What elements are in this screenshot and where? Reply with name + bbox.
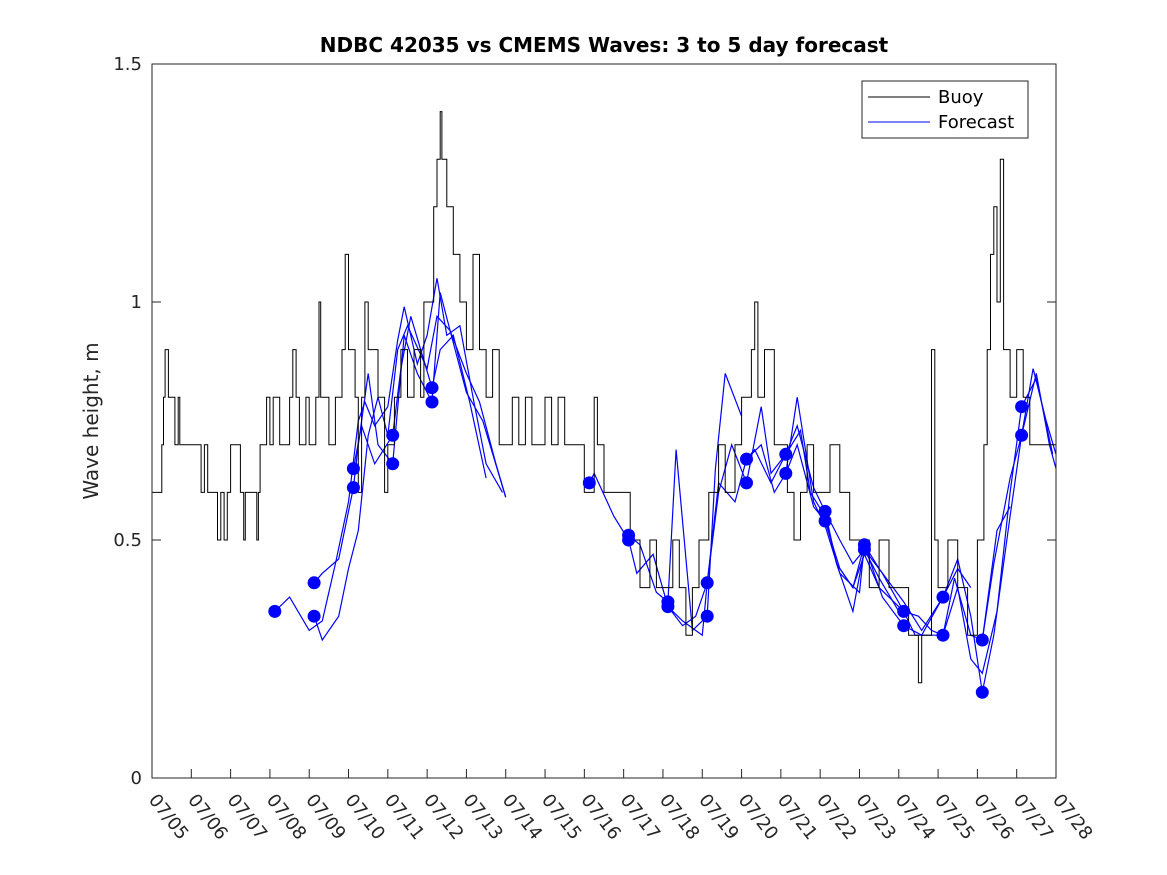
forecast-start-marker <box>857 543 871 556</box>
forecast-start-marker <box>346 481 360 495</box>
forecast-start-marker <box>268 604 282 618</box>
forecast-line <box>824 376 1054 675</box>
forecast-start-marker <box>582 476 596 490</box>
legend: Buoy Forecast <box>861 80 1029 139</box>
plot-box <box>151 63 1057 779</box>
forecast-start-marker <box>661 600 675 614</box>
forecast-start-marker <box>975 685 989 699</box>
forecast-start-marker <box>346 462 360 476</box>
forecast-line <box>352 316 487 479</box>
forecast-start-marker <box>425 395 439 409</box>
forecast-start-marker <box>386 457 400 471</box>
y-axis-label: Wave height, m <box>79 342 103 499</box>
forecast-start-marker <box>386 428 400 442</box>
y-tick-label: 1.5 <box>113 54 142 75</box>
forecast-start-marker <box>818 514 832 528</box>
forecast-start-marker <box>818 504 832 518</box>
forecast-line <box>313 315 507 642</box>
forecast-markers <box>268 381 1029 699</box>
forecast-start-marker <box>897 604 911 618</box>
forecast-line <box>628 373 743 632</box>
forecast-start-marker <box>622 533 636 547</box>
forecast-start-marker <box>307 576 321 590</box>
buoy-line <box>152 111 1056 684</box>
legend-box <box>861 80 1029 139</box>
forecast-line <box>313 292 507 584</box>
forecast-line <box>785 373 1057 693</box>
y-axis: 0 0.5 1 1.5 <box>113 54 1056 789</box>
forecast-start-marker <box>936 628 950 642</box>
plot-area <box>152 64 1056 778</box>
forecast-start-marker <box>740 452 753 466</box>
y-tick-label: 0 <box>131 768 142 789</box>
forecast-start-marker <box>975 633 989 647</box>
y-tick-label: 1 <box>131 292 142 313</box>
forecast-start-marker <box>1015 428 1029 442</box>
forecast-start-marker <box>307 609 321 623</box>
forecast-start-marker <box>740 476 753 490</box>
forecast-line <box>274 278 504 632</box>
legend-label-forecast: Forecast <box>938 112 1014 133</box>
y-tick-label: 0.5 <box>113 530 142 551</box>
forecast-start-marker <box>897 619 911 633</box>
chart-title: NDBC 42035 vs CMEMS Waves: 3 to 5 day fo… <box>320 33 889 57</box>
forecast-start-marker <box>700 609 714 623</box>
forecast-start-marker <box>425 381 439 395</box>
buoy-series <box>152 111 1056 684</box>
legend-label-buoy: Buoy <box>938 87 984 108</box>
forecast-start-marker <box>700 576 714 590</box>
forecast-start-marker <box>936 590 950 604</box>
forecast-start-marker <box>779 466 793 480</box>
forecast-start-marker <box>779 447 793 461</box>
forecast-start-marker <box>1015 400 1029 414</box>
